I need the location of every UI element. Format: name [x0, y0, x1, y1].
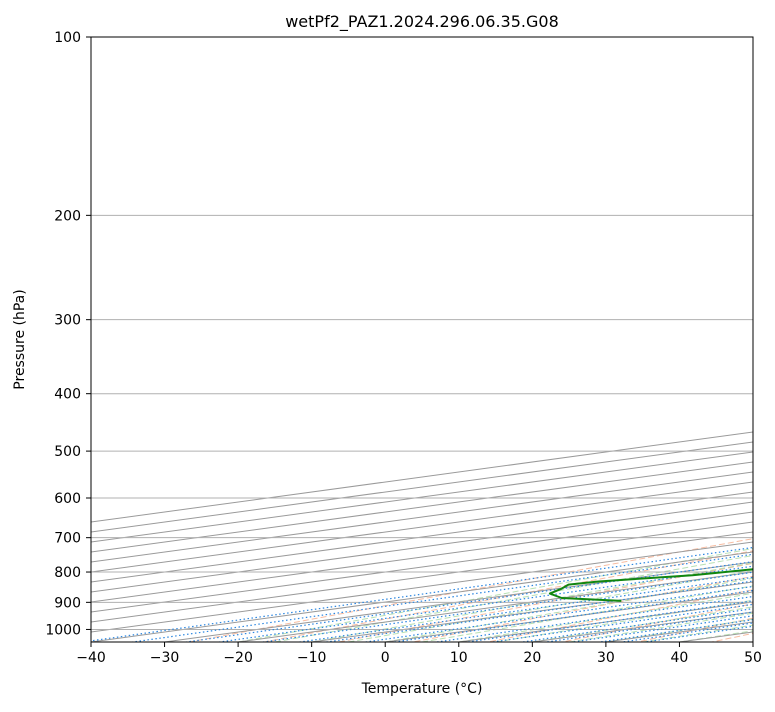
x-tick-label: −40 — [76, 650, 106, 666]
x-tick-label: 20 — [523, 650, 541, 666]
x-tick-label: 30 — [597, 650, 615, 666]
y-tick-label: 800 — [54, 565, 81, 581]
x-tick-label: −10 — [297, 650, 327, 666]
x-tick-label: −20 — [223, 650, 253, 666]
y-tick-label: 1000 — [45, 622, 81, 638]
y-tick-label: 100 — [54, 30, 81, 46]
y-tick-label: 300 — [54, 313, 81, 329]
y-tick-label: 500 — [54, 444, 81, 460]
x-tick-label: 40 — [671, 650, 689, 666]
y-tick-label: 900 — [54, 595, 81, 611]
x-tick-label: 0 — [381, 650, 390, 666]
y-tick-label: 700 — [54, 531, 81, 547]
chart-title: wetPf2_PAZ1.2024.296.06.35.G08 — [285, 12, 559, 32]
x-tick-label: −30 — [150, 650, 180, 666]
x-tick-label: 50 — [744, 650, 762, 666]
y-tick-label: 200 — [54, 208, 81, 224]
x-axis-label: Temperature (°C) — [361, 681, 483, 697]
y-tick-label: 600 — [54, 491, 81, 507]
y-axis-label: Pressure (hPa) — [12, 289, 28, 389]
y-tick-label: 400 — [54, 387, 81, 403]
x-tick-label: 10 — [450, 650, 468, 666]
